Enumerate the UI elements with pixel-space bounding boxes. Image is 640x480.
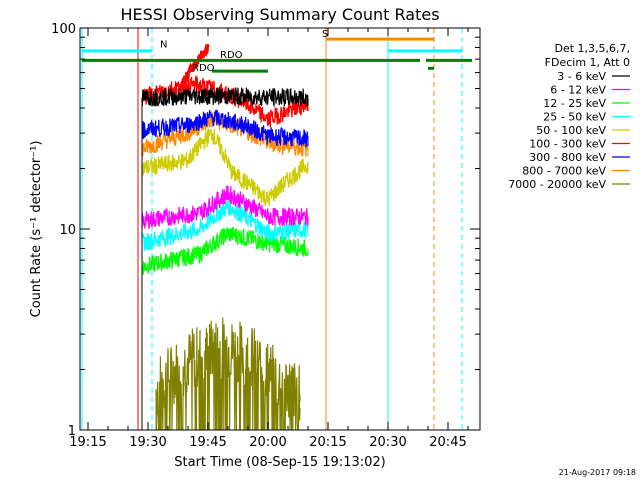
series-line xyxy=(141,185,309,229)
flare-ramp xyxy=(178,43,210,94)
x-tick-label: 20:45 xyxy=(429,435,466,450)
y-tick-label: 100 xyxy=(51,22,76,37)
legend-entry-label: 25 - 50 keV xyxy=(543,111,606,124)
x-tick-label: 19:15 xyxy=(69,435,106,450)
annotation-label: RDO xyxy=(192,63,215,74)
legend-entry-label: 300 - 800 keV xyxy=(529,151,606,164)
x-tick-label: 20:00 xyxy=(249,435,286,450)
annotation-label: N xyxy=(160,39,167,50)
series-line xyxy=(155,317,301,430)
legend: Det 1,3,5,6,7,FDecim 1, Att 03 - 6 keV6 … xyxy=(508,42,630,191)
x-axis-label: Start Time (08-Sep-15 19:13:02) xyxy=(174,455,385,470)
x-tick-label: 20:15 xyxy=(309,435,346,450)
series-line xyxy=(141,197,309,252)
series-line xyxy=(141,128,309,207)
annotation-label: RDO xyxy=(220,50,243,61)
legend-header: Det 1,3,5,6,7, xyxy=(554,42,630,55)
legend-entry-label: 50 - 100 keV xyxy=(536,124,606,137)
series-line xyxy=(141,86,309,108)
footer-timestamp: 21-Aug-2017 09:18 xyxy=(559,468,636,477)
legend-entry-label: 6 - 12 keV xyxy=(550,84,606,97)
legend-entry-label: 12 - 25 keV xyxy=(543,97,606,110)
legend-entry-label: 7000 - 20000 keV xyxy=(508,178,606,191)
annotation-label: S xyxy=(322,29,328,40)
y-tick-label: 10 xyxy=(59,223,76,238)
legend-entry-label: 100 - 300 keV xyxy=(529,138,606,151)
x-tick-label: 19:45 xyxy=(189,435,226,450)
legend-header: FDecim 1, Att 0 xyxy=(545,56,630,69)
chart-title: HESSI Observing Summary Count Rates xyxy=(120,5,439,24)
y-tick-label: 1 xyxy=(68,424,76,439)
x-tick-label: 20:30 xyxy=(369,435,406,450)
series-line xyxy=(141,226,309,275)
series-line xyxy=(141,109,309,148)
legend-entry-label: 800 - 7000 keV xyxy=(522,165,606,178)
x-tick-label: 19:30 xyxy=(129,435,166,450)
legend-entry-label: 3 - 6 keV xyxy=(557,70,606,83)
y-axis-label: Count Rate (s⁻¹ detector⁻¹) xyxy=(29,141,44,318)
